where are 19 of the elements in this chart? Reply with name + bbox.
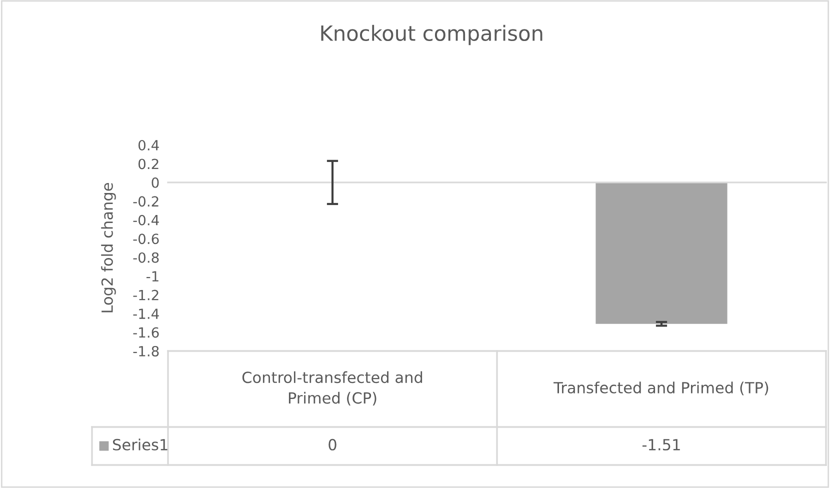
legend-label: Series1: [113, 438, 168, 450]
x-tick-label: Transfected and Primed (TP): [554, 382, 768, 396]
y-tick-label: -0.2: [133, 196, 158, 207]
y-tick-label: -1.8: [133, 346, 159, 356]
y-tick-label: -1.4: [133, 308, 159, 319]
y-tick-label: 0.4: [138, 140, 159, 150]
y-axis-title: Log2 fold change: [101, 183, 116, 312]
x-tick-label: Control-transfected and Primed (CP): [242, 371, 422, 406]
y-tick-label: 0: [152, 177, 159, 188]
y-tick-label: -1.6: [133, 327, 159, 338]
y-tick-label: -0.8: [133, 252, 159, 263]
y-tick-label: -0.6: [133, 234, 159, 244]
y-tick-label: 0.2: [138, 158, 158, 170]
y-tick-label: -0.4: [133, 214, 159, 226]
data-label: -1.51: [642, 439, 680, 450]
chart-title: Knockout comparison: [321, 24, 542, 46]
y-tick-label: -1.2: [133, 290, 158, 300]
y-tick-label: -1: [146, 271, 158, 282]
data-label: 0: [328, 438, 336, 450]
